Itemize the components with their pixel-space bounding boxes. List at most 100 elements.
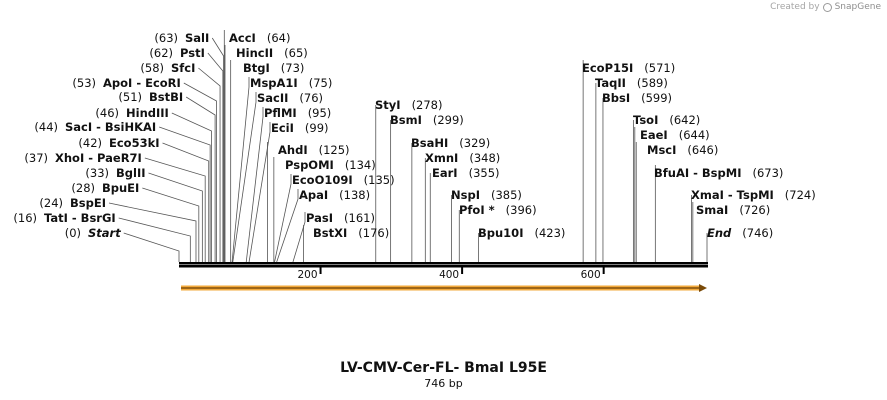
- leader-xhoi: [144, 157, 206, 262]
- site-position: (125): [319, 143, 350, 157]
- site-name: SacII: [257, 91, 288, 105]
- site-sacii: (76) SacII: [257, 91, 323, 105]
- site-position: (642): [669, 113, 700, 127]
- site-bspei: (24) BspEI: [39, 196, 106, 210]
- site-name: HindIII: [126, 106, 169, 120]
- leader-bstbi: [185, 96, 216, 262]
- site-position: (599): [641, 91, 672, 105]
- site-position: (348): [469, 151, 500, 165]
- leader-lines: [108, 30, 708, 263]
- site-psti: (62) PstI: [149, 46, 204, 60]
- tick-label: 400: [439, 269, 459, 281]
- tick-label: 200: [298, 269, 318, 281]
- sequence-backbone: [179, 262, 708, 268]
- leader-hindiii: [171, 112, 212, 262]
- site-name: Eco53kI: [109, 136, 160, 150]
- site-styi: (278) StyI: [375, 98, 443, 112]
- feature-arrow-group: [181, 284, 707, 292]
- site-ecop15i: (571) EcoP15I: [582, 61, 675, 75]
- site-position: (646): [687, 143, 718, 157]
- site-name: HincII: [236, 46, 273, 60]
- site-name: SacI - BsiHKAI: [65, 120, 156, 134]
- site-position: (75): [309, 76, 333, 90]
- site-position: (134): [345, 158, 376, 172]
- site-name: EcoP15I: [582, 61, 633, 75]
- site-name: PstI: [180, 46, 205, 60]
- brand-name: SnapGene: [834, 2, 881, 12]
- site-smai: (726) SmaI: [696, 203, 770, 217]
- site-ecii: (99) EciI: [271, 121, 329, 135]
- scale-ticks: 200 400 600: [298, 266, 605, 281]
- site-bstxi: (176) BstXI: [313, 226, 389, 240]
- site-name: PasI: [306, 211, 333, 225]
- site-name: BtgI: [243, 61, 270, 75]
- backbone-line-top: [179, 262, 708, 265]
- site-name: SfcI: [171, 61, 195, 75]
- site-position: (726): [739, 203, 770, 217]
- site-bfuai: (673) BfuAI - BspMI: [654, 166, 783, 180]
- site-ecoo109i: (135) EcoO109I: [292, 173, 395, 187]
- leader-sfci: [198, 67, 221, 262]
- site-position: (63): [154, 31, 178, 45]
- site-position: (37): [24, 151, 48, 165]
- site-name: ApoI - EcoRI: [103, 76, 181, 90]
- site-tati: (16) TatI - BsrGI: [13, 211, 115, 225]
- leader-eco53ki: [162, 142, 210, 262]
- site-position: (135): [364, 173, 395, 187]
- backbone-line-bottom: [179, 265, 708, 268]
- site-position: (76): [299, 91, 323, 105]
- leader-sacii: [232, 92, 257, 263]
- site-position: (423): [534, 226, 565, 240]
- site-position: (62): [149, 46, 173, 60]
- site-name: BfuAI - BspMI: [654, 166, 741, 180]
- site-position: (385): [491, 188, 522, 202]
- site-eco53ki: (42) Eco53kI: [78, 136, 159, 150]
- site-name: BbsI: [602, 91, 630, 105]
- leader-apai: [276, 189, 299, 263]
- brand-prefix: Created by: [770, 2, 820, 12]
- site-position: (299): [433, 113, 464, 127]
- site-position: (51): [118, 90, 142, 104]
- site-name: SmaI: [696, 203, 728, 217]
- leader-pflmi: [245, 107, 264, 263]
- site-position: (138): [339, 188, 370, 202]
- site-name: EcoO109I: [292, 173, 353, 187]
- site-position: (746): [742, 226, 773, 240]
- site-hindiii: (46) HindIII: [95, 106, 168, 120]
- site-position: (724): [785, 188, 816, 202]
- site-name: TaqII: [595, 76, 626, 90]
- map-title: LV-CMV-Cer-FL- BmaI L95E: [340, 360, 547, 376]
- site-name: TsoI: [633, 113, 658, 127]
- site-name: PflMI: [264, 106, 297, 120]
- site-apai: (138) ApaI: [299, 188, 370, 202]
- site-xhoi: (37) XhoI - PaeR7I: [24, 151, 141, 165]
- site-name: AhdI: [278, 143, 308, 157]
- site-name: AccI: [229, 31, 256, 45]
- feature-arrowhead: [699, 284, 707, 292]
- site-name: XmaI - TspMI: [691, 188, 774, 202]
- site-msci: (646) MscI: [647, 143, 718, 157]
- leader-bspei: [108, 202, 197, 262]
- site-position: (64): [267, 31, 291, 45]
- site-name: BsmI: [390, 113, 422, 127]
- site-position: (58): [140, 61, 164, 75]
- site-name: BstBI: [149, 90, 183, 104]
- site-ahdi: (125) AhdI: [278, 143, 350, 157]
- leader-ecoo109i: [274, 174, 292, 263]
- tick-mark: [461, 266, 464, 274]
- leader-mspa1i: [231, 77, 250, 263]
- site-mspa1i: (75) MspA1I: [250, 76, 332, 90]
- leader-start: [123, 232, 180, 262]
- leader-bpuei: [142, 187, 200, 262]
- site-xmni: (348) XmnI: [425, 151, 500, 165]
- site-position: (33): [85, 166, 109, 180]
- site-xmai: (724) XmaI - TspMI: [691, 188, 816, 202]
- site-apoi: (53) ApoI - EcoRI: [72, 76, 180, 90]
- leader-ecii: [248, 122, 271, 263]
- site-bbsi: (599) BbsI: [602, 91, 672, 105]
- site-position: (329): [459, 136, 490, 150]
- site-name: BpuEI: [102, 181, 139, 195]
- site-bpuei: (28) BpuEI: [71, 181, 139, 195]
- site-name: XhoI - PaeR7I: [55, 151, 142, 165]
- site-bpu10i: (423) Bpu10I: [478, 226, 565, 240]
